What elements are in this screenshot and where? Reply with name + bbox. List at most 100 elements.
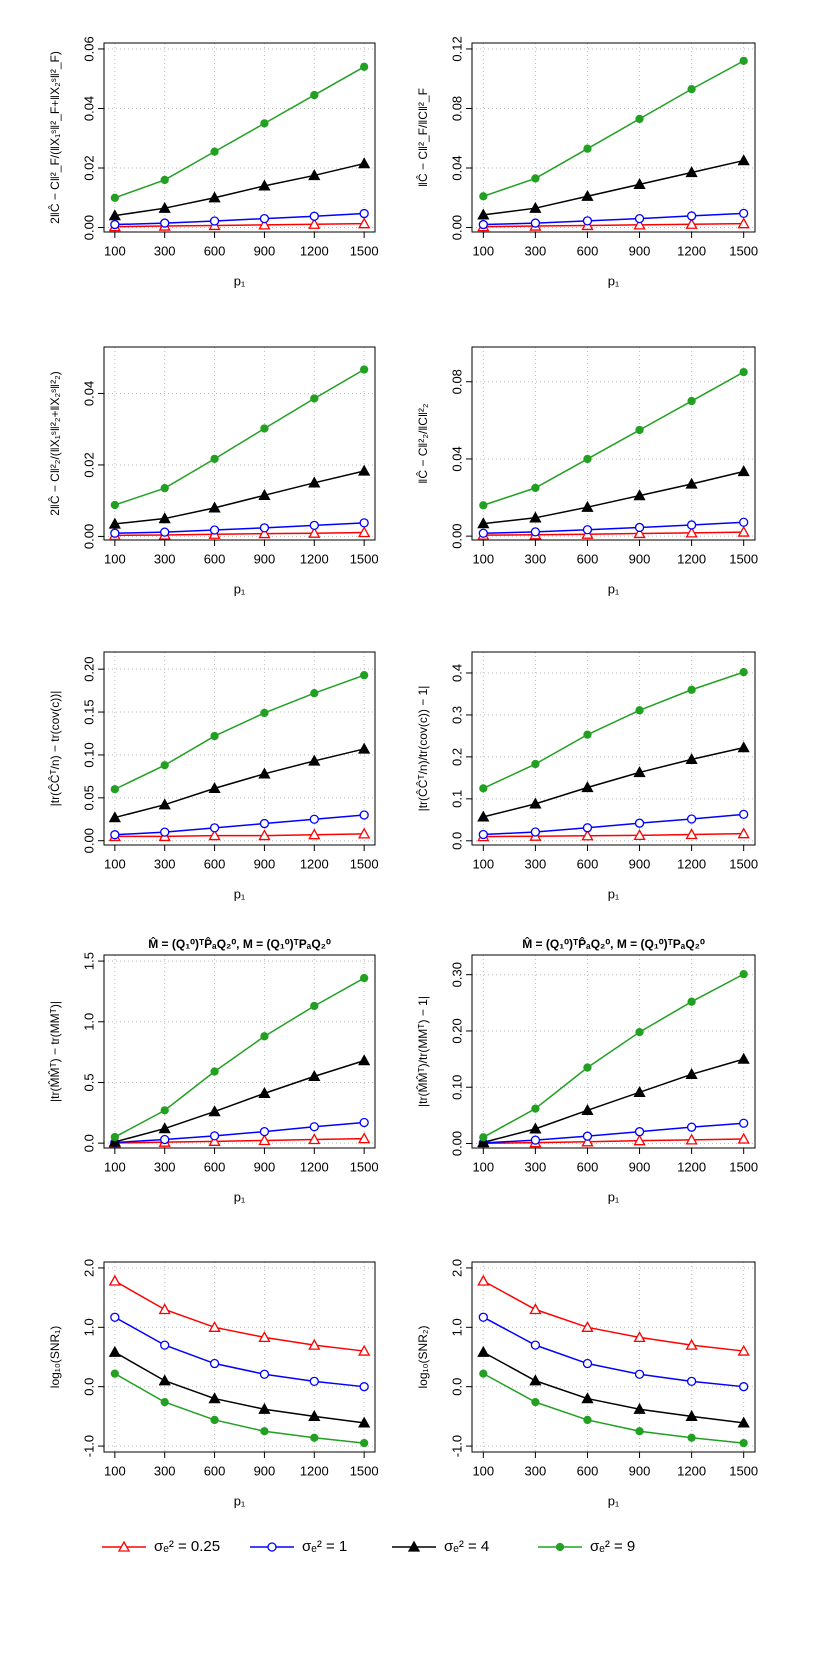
marker (210, 1415, 219, 1425)
marker (581, 781, 594, 793)
marker (258, 1331, 271, 1343)
marker (360, 62, 369, 71)
y-axis-label: log₁₀(SNR₁) (48, 1326, 62, 1388)
y-tick-label: 0.08 (449, 96, 464, 121)
marker (358, 464, 371, 476)
y-tick-label: 0.04 (449, 446, 464, 471)
marker (208, 1105, 221, 1117)
marker (258, 488, 271, 500)
marker (110, 830, 120, 840)
marker (310, 90, 319, 100)
marker (634, 213, 645, 224)
marker (737, 525, 750, 537)
y-tick-label: 1.0 (449, 1318, 464, 1336)
marker (479, 1369, 488, 1378)
series-line (114, 833, 365, 838)
marker (685, 1410, 698, 1422)
x-tick-label: 600 (577, 1159, 599, 1174)
series-line (483, 671, 744, 790)
x-tick-label: 600 (577, 243, 599, 258)
marker (581, 829, 594, 841)
y-tick-label: 0.04 (81, 381, 96, 406)
marker (479, 192, 488, 201)
marker (633, 829, 646, 840)
x-tick-label: 100 (104, 856, 126, 871)
marker (208, 501, 221, 513)
plot-frame (471, 954, 756, 1149)
marker (158, 1374, 171, 1386)
marker (635, 1027, 644, 1037)
marker (259, 523, 270, 533)
marker (210, 1067, 219, 1076)
x-tick-label: 100 (104, 1463, 126, 1478)
marker (739, 1438, 748, 1448)
plot-frame (471, 42, 756, 233)
marker (739, 367, 748, 377)
marker (160, 527, 170, 537)
y-tick-label: 2.0 (449, 1259, 464, 1277)
marker (258, 1087, 271, 1099)
marker (633, 1402, 646, 1414)
y-tick-label: 0.2 (449, 748, 464, 766)
marker (686, 1122, 697, 1132)
marker (737, 1344, 750, 1356)
marker (478, 829, 488, 840)
marker (737, 1416, 750, 1428)
x-tick-label: 900 (629, 243, 651, 258)
marker (160, 1340, 170, 1350)
marker (477, 810, 490, 822)
y-tick-label: 0.00 (449, 1131, 464, 1156)
marker (407, 1540, 421, 1552)
marker (258, 1402, 271, 1414)
marker (531, 1104, 540, 1113)
marker (635, 1427, 644, 1436)
marker (110, 1132, 119, 1142)
marker (583, 730, 592, 739)
marker (259, 213, 270, 224)
series-line (482, 973, 745, 1138)
y-tick-label: 0.00 (81, 215, 96, 240)
marker (110, 1369, 119, 1378)
marker (737, 1132, 750, 1144)
marker (308, 1133, 321, 1145)
x-tick-label: 300 (154, 1463, 176, 1478)
series-line (483, 521, 744, 534)
marker (160, 761, 169, 770)
marker (531, 759, 540, 769)
series-line (114, 1280, 365, 1352)
marker (108, 1345, 121, 1357)
x-tick-label: 900 (254, 856, 276, 871)
marker (581, 1135, 594, 1147)
y-tick-label: 0.0 (449, 1378, 464, 1396)
series-line (483, 746, 744, 818)
marker (529, 511, 542, 523)
marker (478, 219, 488, 230)
marker (110, 528, 120, 538)
series-line (114, 212, 365, 226)
x-axis-label: p₁ (608, 581, 620, 596)
y-tick-label: 0.05 (81, 785, 96, 810)
marker (479, 1133, 488, 1142)
series-line (114, 368, 365, 506)
marker (633, 1331, 646, 1343)
marker (260, 708, 269, 718)
plot-frame (471, 1261, 756, 1453)
marker (358, 157, 371, 169)
series-line (483, 813, 744, 836)
series-line (482, 1280, 744, 1352)
y-tick-label: 0.5 (81, 1073, 96, 1091)
marker (108, 811, 121, 823)
marker (258, 527, 271, 539)
marker (633, 766, 646, 778)
y-tick-label: 0.02 (81, 155, 96, 180)
marker (530, 1135, 541, 1145)
marker (259, 1369, 270, 1379)
x-tick-label: 600 (204, 856, 226, 871)
x-axis-label: p₁ (608, 1189, 620, 1204)
marker (687, 1433, 696, 1442)
x-tick-label: 600 (577, 1463, 599, 1478)
marker (633, 218, 646, 230)
marker (634, 818, 645, 828)
marker (529, 201, 542, 213)
series-line (114, 977, 365, 1138)
